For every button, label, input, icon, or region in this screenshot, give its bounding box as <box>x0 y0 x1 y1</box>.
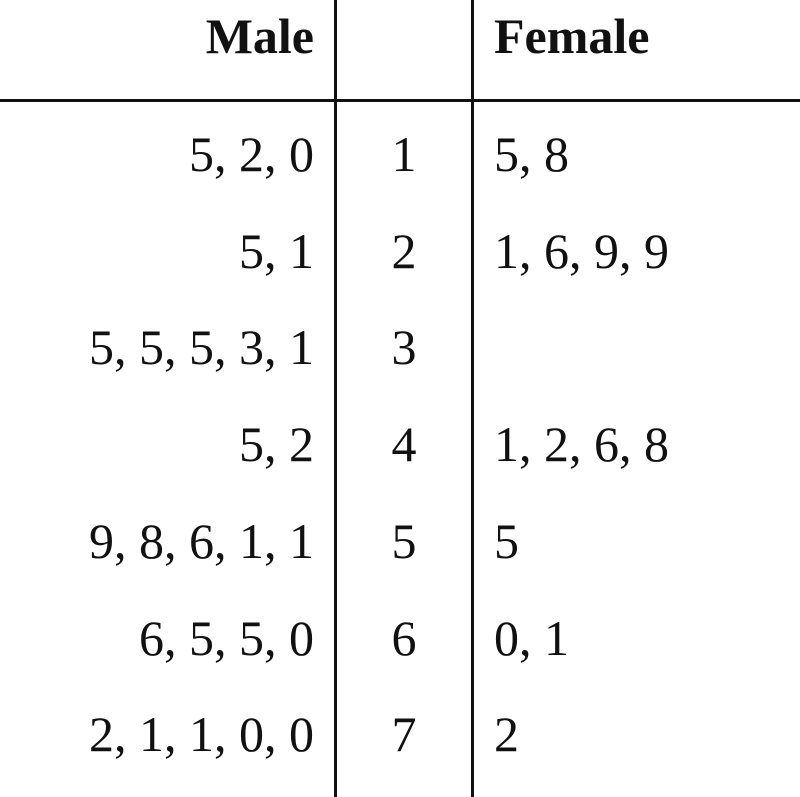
female-header: Female <box>494 8 650 64</box>
stem-value: 5 <box>391 512 417 569</box>
stem-value: 3 <box>391 319 417 376</box>
male-leaves: 5, 5, 5, 3, 1 <box>89 319 314 376</box>
header-divider <box>0 99 800 102</box>
male-leaves: 2, 1, 1, 0, 0 <box>89 706 314 763</box>
female-leaves: 5, 8 <box>494 126 569 182</box>
stem-value: 7 <box>391 706 417 763</box>
stem-value: 4 <box>391 416 417 473</box>
male-leaves: 6, 5, 5, 0 <box>139 609 314 666</box>
female-leaves: 1, 6, 9, 9 <box>494 222 669 279</box>
stem-value: 6 <box>391 609 417 666</box>
stem-row: 5, 5, 5, 3, 1 3 <box>0 301 800 397</box>
male-leaves: 5, 2, 0 <box>189 126 314 182</box>
male-leaves: 5, 1 <box>239 222 314 279</box>
right-vertical-divider <box>471 0 474 797</box>
female-leaves: 1, 2, 6, 8 <box>494 416 669 473</box>
male-leaves: 5, 2 <box>239 416 314 473</box>
stem-row: 2, 1, 1, 0, 0 7 2 <box>0 688 800 784</box>
male-header: Male <box>205 8 314 64</box>
stem-row: 9, 8, 6, 1, 1 5 5 <box>0 495 800 591</box>
stem-value: 1 <box>391 126 417 182</box>
male-leaves: 9, 8, 6, 1, 1 <box>89 512 314 569</box>
stem-row: 5, 1 2 1, 6, 9, 9 <box>0 205 800 301</box>
stem-row: 6, 5, 5, 0 6 0, 1 <box>0 592 800 688</box>
female-leaves: 2 <box>494 706 519 763</box>
female-leaves: 5 <box>494 512 519 569</box>
stem-value: 2 <box>391 222 417 279</box>
stem-row: 5, 2 4 1, 2, 6, 8 <box>0 398 800 494</box>
stem-row: 5, 2, 0 1 5, 8 <box>0 108 800 204</box>
female-leaves: 0, 1 <box>494 609 569 666</box>
left-vertical-divider <box>334 0 337 797</box>
